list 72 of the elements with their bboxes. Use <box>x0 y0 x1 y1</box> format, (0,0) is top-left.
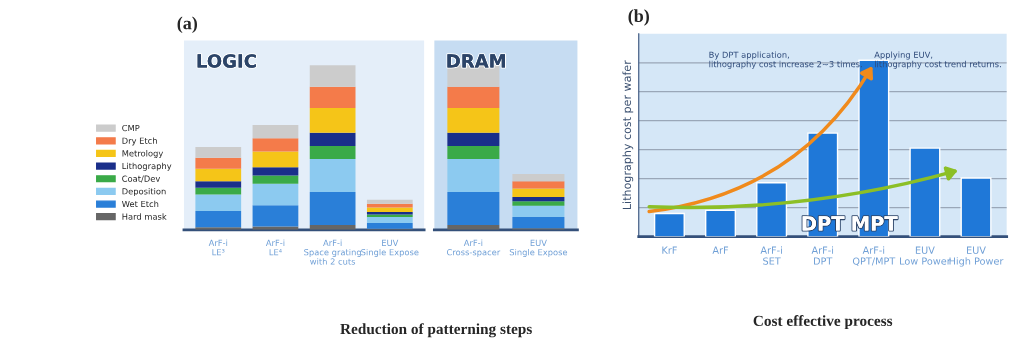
bar <box>366 217 413 223</box>
x-tick-label: ArF-i Cross-spacer <box>446 239 501 257</box>
bar <box>366 203 413 208</box>
text: Reduction of patterning steps <box>340 323 532 338</box>
bar <box>195 157 242 169</box>
bar <box>309 65 356 87</box>
bar <box>366 199 413 204</box>
bar <box>195 210 242 228</box>
annotation: DRAM <box>447 54 505 68</box>
x-tick-label: EUV Single Expose <box>509 239 568 257</box>
bar <box>252 151 299 168</box>
x-tick-label: KrF <box>662 246 677 254</box>
bar <box>252 167 299 176</box>
legend-label: Lithography <box>122 162 172 171</box>
bar <box>252 125 299 139</box>
text: Cost effective process <box>753 315 893 330</box>
bar <box>512 217 565 229</box>
x-tick-label: ArF-i QPT/MPT <box>852 246 896 266</box>
bar <box>447 86 500 109</box>
bar <box>512 205 565 217</box>
bar <box>195 187 242 195</box>
chart-title: (a) <box>177 16 198 33</box>
bar <box>252 175 299 184</box>
legend-label: Dry Etch <box>122 137 157 146</box>
legend-label: Coat/Dev <box>122 175 161 183</box>
bar <box>309 159 356 192</box>
bar <box>447 191 500 225</box>
bar <box>909 147 941 237</box>
x-tick-label: EUV Single Expose <box>361 239 419 257</box>
bar <box>366 222 413 229</box>
x-tick-label: ArF-i DPT <box>811 246 834 265</box>
y-axis-title: Lithography cost per wafer <box>622 60 634 210</box>
bar <box>252 138 299 152</box>
bar <box>512 174 565 182</box>
bar <box>309 108 356 133</box>
x-tick-label: ArF-i SET <box>760 246 782 265</box>
bar <box>195 194 242 211</box>
legend-label: CMP <box>122 124 140 132</box>
x-tick-label: ArF-i Space grating with 2 cuts <box>304 239 361 265</box>
bar <box>309 86 356 109</box>
bar <box>512 196 565 202</box>
bar <box>447 145 500 160</box>
legend-label: Hard mask <box>122 213 167 220</box>
bar <box>252 205 299 227</box>
bar <box>960 177 992 237</box>
x-tick-label: EUV Low Power <box>900 246 951 265</box>
x-tick-label: ArF-i LE³ <box>208 239 228 256</box>
legend-label: Metrology <box>122 150 164 159</box>
bar <box>195 181 242 188</box>
bar <box>195 168 242 182</box>
bar <box>704 209 737 237</box>
x-tick-label: ArF-i LE⁴ <box>265 239 285 256</box>
bar <box>309 132 356 146</box>
bar <box>252 183 299 206</box>
bar <box>756 182 788 237</box>
x-tick-label: EUV High Power <box>949 246 1004 267</box>
bar <box>447 108 500 133</box>
legend-label: Deposition <box>122 188 166 197</box>
bar <box>653 212 685 237</box>
bar <box>512 201 565 206</box>
x-tick-label: ArF <box>712 246 729 254</box>
bar <box>447 159 500 192</box>
bar <box>366 207 413 213</box>
bar <box>195 146 242 158</box>
bar <box>512 181 565 189</box>
chart-title: (b) <box>628 9 649 26</box>
bar <box>309 145 356 160</box>
bar <box>512 188 565 197</box>
annotation: LOGIC <box>197 54 256 68</box>
legend-label: Wet Etch <box>122 200 159 208</box>
bar <box>309 191 356 225</box>
bar <box>447 132 500 146</box>
